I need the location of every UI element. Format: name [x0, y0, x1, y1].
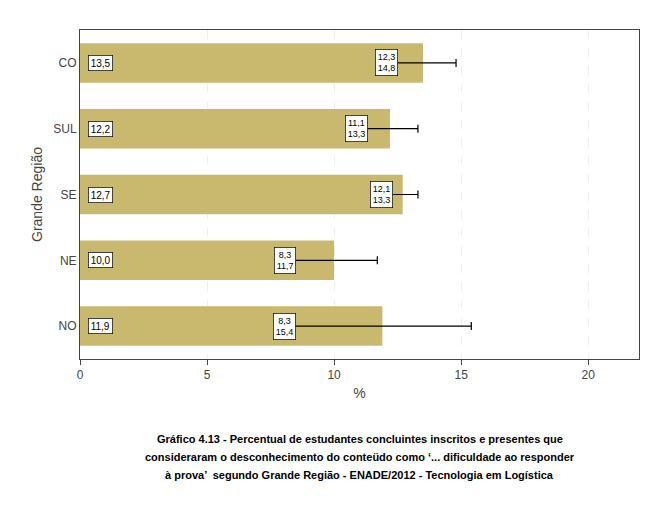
- svg-text:consideraram o desconhecimento: consideraram o desconhecimento do conteü…: [145, 451, 575, 463]
- svg-text:Gráfico 4.13 - Percentual de e: Gráfico 4.13 - Percentual de estudantes …: [157, 433, 563, 445]
- svg-text:10,0: 10,0: [91, 255, 111, 266]
- svg-text:SE: SE: [61, 188, 77, 202]
- svg-text:NO: NO: [59, 319, 77, 333]
- svg-text:10: 10: [327, 368, 341, 382]
- svg-text:11,9: 11,9: [91, 321, 110, 332]
- svg-text:0: 0: [77, 368, 84, 382]
- svg-text:SUL: SUL: [53, 122, 77, 136]
- svg-text:Grande Região: Grande Região: [29, 147, 45, 242]
- svg-text:à prova’ segundo Grande Regiã: à prova’ segundo Grande Região - ENADE/2…: [165, 469, 554, 481]
- svg-text:13,5: 13,5: [91, 58, 111, 69]
- svg-text:8,315,4: 8,315,4: [276, 316, 294, 338]
- svg-text:NE: NE: [60, 253, 77, 267]
- svg-text:20: 20: [582, 368, 596, 382]
- svg-text:5: 5: [204, 368, 211, 382]
- svg-text:CO: CO: [59, 56, 77, 70]
- svg-text:11,113,3: 11,113,3: [348, 118, 366, 140]
- svg-text:%: %: [353, 385, 365, 401]
- svg-text:12,7: 12,7: [91, 190, 111, 201]
- svg-text:8,311,7: 8,311,7: [277, 250, 294, 272]
- svg-text:12,2: 12,2: [91, 124, 111, 135]
- svg-text:12,113,3: 12,113,3: [373, 184, 391, 206]
- svg-text:12,314,8: 12,314,8: [378, 52, 396, 74]
- svg-text:15: 15: [454, 368, 468, 382]
